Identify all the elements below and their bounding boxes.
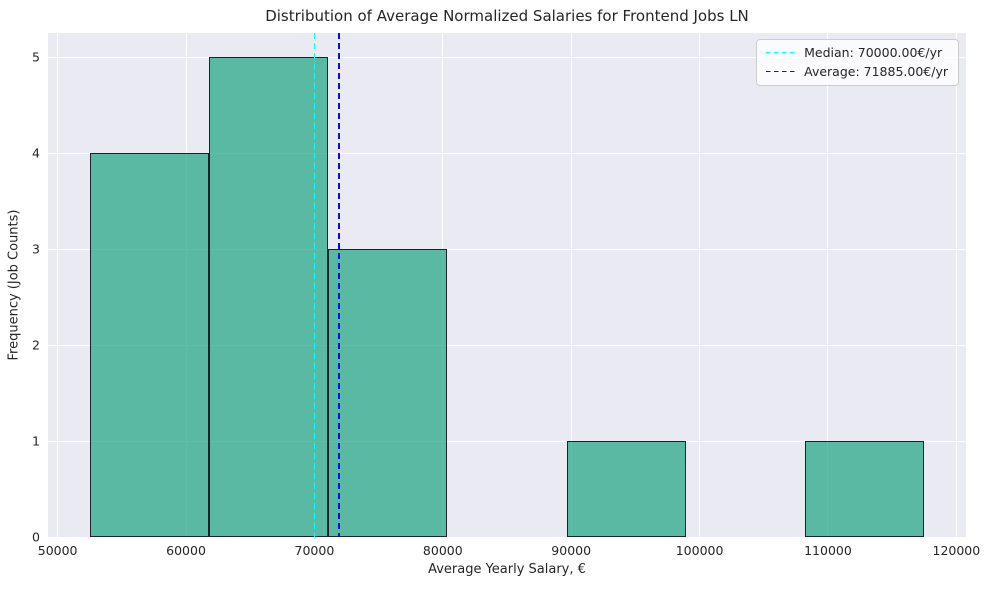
legend: Median: 70000.00€/yr Average: 71885.00€/… bbox=[756, 39, 959, 86]
y-tick-label: 4 bbox=[32, 145, 40, 161]
x-tick-label: 80000 bbox=[422, 543, 463, 558]
histogram-bar bbox=[805, 441, 925, 537]
gridline-vertical bbox=[570, 33, 572, 537]
x-axis-label: Average Yearly Salary, € bbox=[428, 562, 586, 577]
histogram-bar bbox=[566, 441, 686, 537]
average-line bbox=[337, 33, 340, 537]
y-tick-label: 3 bbox=[32, 241, 40, 257]
median-line bbox=[313, 33, 316, 537]
gridline-horizontal bbox=[48, 344, 966, 346]
y-tick-label: 1 bbox=[32, 433, 40, 449]
median-dashed-line-icon bbox=[766, 51, 797, 54]
legend-label-average: Average: 71885.00€/yr bbox=[804, 64, 948, 79]
average-dashed-line-icon bbox=[766, 70, 797, 73]
plot-area: Median: 70000.00€/yr Average: 71885.00€/… bbox=[48, 33, 966, 537]
gridline-vertical bbox=[57, 33, 59, 537]
x-tick-label: 90000 bbox=[551, 543, 592, 558]
gridline-horizontal bbox=[48, 440, 966, 442]
histogram-bar bbox=[89, 153, 209, 537]
x-tick-label: 110000 bbox=[804, 543, 852, 558]
x-tick-label: 70000 bbox=[294, 543, 335, 558]
y-tick-label: 5 bbox=[32, 49, 40, 65]
chart-title: Distribution of Average Normalized Salar… bbox=[265, 7, 749, 25]
x-tick-label: 120000 bbox=[932, 543, 981, 558]
gridline-vertical bbox=[827, 33, 829, 537]
gridline-horizontal bbox=[48, 536, 966, 537]
x-tick-label: 60000 bbox=[166, 543, 206, 558]
gridline-horizontal bbox=[48, 152, 966, 154]
gridline-horizontal bbox=[48, 56, 966, 58]
legend-item-average: Average: 71885.00€/yr bbox=[766, 64, 948, 79]
legend-label-median: Median: 70000.00€/yr bbox=[804, 45, 943, 60]
y-tick-label: 2 bbox=[32, 337, 40, 353]
y-tick-label: 0 bbox=[32, 529, 40, 545]
x-tick-label: 50000 bbox=[37, 543, 78, 558]
histogram-bar bbox=[328, 249, 448, 537]
gridline-vertical bbox=[955, 33, 957, 537]
legend-item-median: Median: 70000.00€/yr bbox=[766, 45, 948, 60]
gridline-horizontal bbox=[48, 248, 966, 250]
x-tick-label: 100000 bbox=[675, 543, 724, 558]
y-axis-label: Frequency (Job Counts) bbox=[6, 209, 22, 361]
gridline-vertical bbox=[699, 33, 701, 537]
histogram-bar bbox=[208, 57, 329, 537]
